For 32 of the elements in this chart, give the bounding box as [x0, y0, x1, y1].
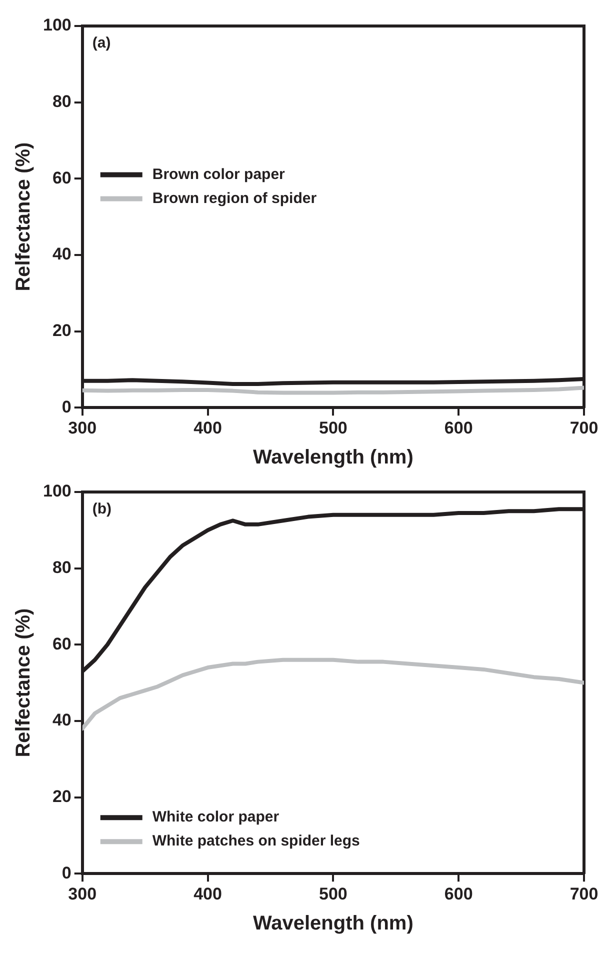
y-tick-label: 40 [52, 244, 72, 264]
x-tick-label: 300 [68, 884, 97, 904]
annotation: (a) [92, 34, 111, 52]
annotation: (b) [92, 500, 112, 518]
y-tick-label: 100 [42, 482, 72, 501]
y-tick-label: 60 [52, 634, 72, 654]
legend-label: Brown region of spider [152, 190, 317, 207]
y-axis-title: Relfectance (%) [12, 142, 35, 292]
x-tick-label: 400 [194, 884, 222, 904]
y-tick-label: 0 [62, 863, 72, 882]
y-tick-label: 40 [52, 710, 72, 730]
x-axis-title: Wavelength (nm) [252, 446, 414, 469]
x-tick-label: 500 [318, 884, 348, 904]
y-tick-label: 100 [42, 16, 72, 35]
y-tick-label: 0 [62, 397, 72, 416]
y-tick-label: 60 [52, 168, 72, 188]
x-tick-label: 600 [444, 418, 473, 438]
y-tick-label: 20 [52, 786, 72, 806]
legend-label: Brown color paper [152, 166, 286, 183]
y-axis-title: Relfectance (%) [12, 608, 35, 758]
x-tick-label: 700 [570, 884, 598, 904]
x-tick-label: 600 [444, 884, 473, 904]
x-tick-label: 300 [68, 418, 97, 438]
y-tick-label: 80 [52, 558, 72, 578]
legend-label: White color paper [152, 808, 280, 826]
x-axis-title: Wavelength (nm) [252, 912, 414, 935]
x-tick-label: 400 [194, 418, 222, 438]
y-tick-label: 20 [52, 320, 72, 340]
x-tick-label: 500 [318, 418, 348, 438]
legend-label: White patches on spider legs [152, 832, 360, 850]
y-tick-label: 80 [52, 92, 72, 112]
x-tick-label: 700 [570, 418, 598, 438]
